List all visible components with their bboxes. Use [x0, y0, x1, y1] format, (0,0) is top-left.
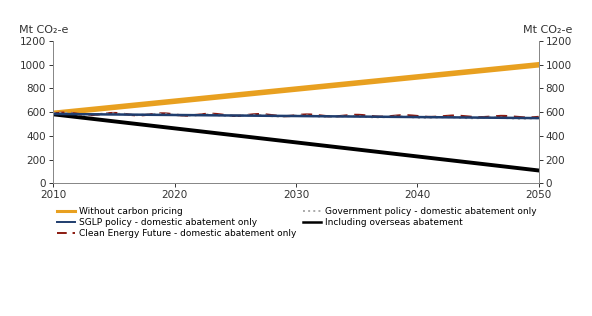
- Text: Mt CO₂-e: Mt CO₂-e: [20, 25, 69, 35]
- Text: Mt CO₂-e: Mt CO₂-e: [523, 25, 572, 35]
- Legend: Without carbon pricing, SGLP policy - domestic abatement only, Clean Energy Futu: Without carbon pricing, SGLP policy - do…: [53, 203, 540, 242]
